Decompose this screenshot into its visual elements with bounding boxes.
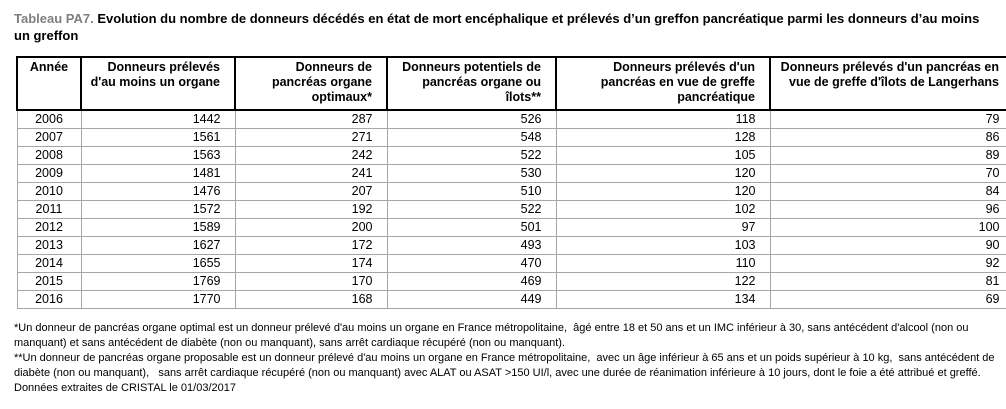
value-cell: 81 xyxy=(769,272,1006,291)
value-cell: 522 xyxy=(386,200,557,219)
value-cell: 271 xyxy=(234,128,388,147)
table-row: 2012 1589 200 501 97 100 xyxy=(16,218,1006,237)
value-cell: 120 xyxy=(555,164,771,183)
value-cell: 118 xyxy=(555,109,771,129)
year-cell: 2011 xyxy=(16,200,82,219)
value-cell: 100 xyxy=(769,218,1006,237)
value-cell: 287 xyxy=(234,109,388,129)
value-cell: 168 xyxy=(234,290,388,309)
column-header: Donneurs prélevés d'un pancréas en vue d… xyxy=(555,56,771,111)
value-cell: 84 xyxy=(769,182,1006,201)
value-cell: 69 xyxy=(769,290,1006,309)
year-cell: 2006 xyxy=(16,109,82,129)
value-cell: 1481 xyxy=(80,164,236,183)
value-cell: 89 xyxy=(769,146,1006,165)
data-table: Année Donneurs prélevés d'au moins un org… xyxy=(16,56,1006,309)
value-cell: 97 xyxy=(555,218,771,237)
column-header: Année xyxy=(16,56,82,111)
table-title: Tableau PA7. Evolution du nombre de donn… xyxy=(14,10,989,44)
value-cell: 526 xyxy=(386,109,557,129)
value-cell: 207 xyxy=(234,182,388,201)
value-cell: 1770 xyxy=(80,290,236,309)
value-cell: 170 xyxy=(234,272,388,291)
column-header: Donneurs prélevés d'un pancréas en vue d… xyxy=(769,56,1006,111)
value-cell: 470 xyxy=(386,254,557,273)
year-cell: 2008 xyxy=(16,146,82,165)
value-cell: 200 xyxy=(234,218,388,237)
value-cell: 1563 xyxy=(80,146,236,165)
year-cell: 2010 xyxy=(16,182,82,201)
value-cell: 1655 xyxy=(80,254,236,273)
year-cell: 2012 xyxy=(16,218,82,237)
table-header: Année Donneurs prélevés d'au moins un org… xyxy=(16,56,1006,111)
year-cell: 2007 xyxy=(16,128,82,147)
value-cell: 1442 xyxy=(80,109,236,129)
table-row: 2014 1655 174 470 110 92 xyxy=(16,254,1006,273)
value-cell: 1476 xyxy=(80,182,236,201)
value-cell: 128 xyxy=(555,128,771,147)
year-cell: 2014 xyxy=(16,254,82,273)
year-cell: 2009 xyxy=(16,164,82,183)
table-body: 2006 1442 287 526 118 79 2007 1561 271 548 128 86 20… xyxy=(16,109,1006,309)
value-cell: 530 xyxy=(386,164,557,183)
value-cell: 192 xyxy=(234,200,388,219)
column-header: Donneurs de pancréas organe optimaux* xyxy=(234,56,388,111)
value-cell: 1769 xyxy=(80,272,236,291)
year-cell: 2013 xyxy=(16,236,82,255)
table-title-label: Tableau PA7. xyxy=(14,11,94,26)
value-cell: 110 xyxy=(555,254,771,273)
value-cell: 548 xyxy=(386,128,557,147)
value-cell: 1627 xyxy=(80,236,236,255)
value-cell: 493 xyxy=(386,236,557,255)
value-cell: 449 xyxy=(386,290,557,309)
value-cell: 1572 xyxy=(80,200,236,219)
value-cell: 103 xyxy=(555,236,771,255)
value-cell: 1561 xyxy=(80,128,236,147)
value-cell: 510 xyxy=(386,182,557,201)
value-cell: 1589 xyxy=(80,218,236,237)
table-row: 2013 1627 172 493 103 90 xyxy=(16,236,1006,255)
table-row: 2010 1476 207 510 120 84 xyxy=(16,182,1006,201)
value-cell: 70 xyxy=(769,164,1006,183)
table-row: 2015 1769 170 469 122 81 xyxy=(16,272,1006,291)
header-row: Année Donneurs prélevés d'au moins un org… xyxy=(16,56,1006,111)
value-cell: 105 xyxy=(555,146,771,165)
source-line: Données extraites de CRISTAL le 01/03/20… xyxy=(14,382,236,394)
footnote-proposable: **Un donneur de pancréas organe proposab… xyxy=(14,352,998,379)
value-cell: 86 xyxy=(769,128,1006,147)
value-cell: 96 xyxy=(769,200,1006,219)
year-cell: 2015 xyxy=(16,272,82,291)
value-cell: 134 xyxy=(555,290,771,309)
table-row: 2011 1572 192 522 102 96 xyxy=(16,200,1006,219)
value-cell: 120 xyxy=(555,182,771,201)
table-row: 2008 1563 242 522 105 89 xyxy=(16,146,1006,165)
value-cell: 172 xyxy=(234,236,388,255)
value-cell: 122 xyxy=(555,272,771,291)
table-row: 2009 1481 241 530 120 70 xyxy=(16,164,1006,183)
value-cell: 501 xyxy=(386,218,557,237)
year-cell: 2016 xyxy=(16,290,82,309)
table-row: 2006 1442 287 526 118 79 xyxy=(16,109,1006,129)
column-header: Donneurs potentiels de pancréas organe o… xyxy=(386,56,557,111)
value-cell: 79 xyxy=(769,109,1006,129)
value-cell: 90 xyxy=(769,236,1006,255)
table-row: 2016 1770 168 449 134 69 xyxy=(16,290,1006,309)
value-cell: 102 xyxy=(555,200,771,219)
footnotes: *Un donneur de pancréas organe optimal e… xyxy=(14,321,999,396)
value-cell: 241 xyxy=(234,164,388,183)
table-row: 2007 1561 271 548 128 86 xyxy=(16,128,1006,147)
column-header: Donneurs prélevés d'au moins un organe xyxy=(80,56,236,111)
value-cell: 522 xyxy=(386,146,557,165)
value-cell: 92 xyxy=(769,254,1006,273)
value-cell: 174 xyxy=(234,254,388,273)
value-cell: 242 xyxy=(234,146,388,165)
value-cell: 469 xyxy=(386,272,557,291)
footnote-optimal: *Un donneur de pancréas organe optimal e… xyxy=(14,322,972,349)
table-title-text: Evolution du nombre de donneurs décédés … xyxy=(14,11,980,43)
